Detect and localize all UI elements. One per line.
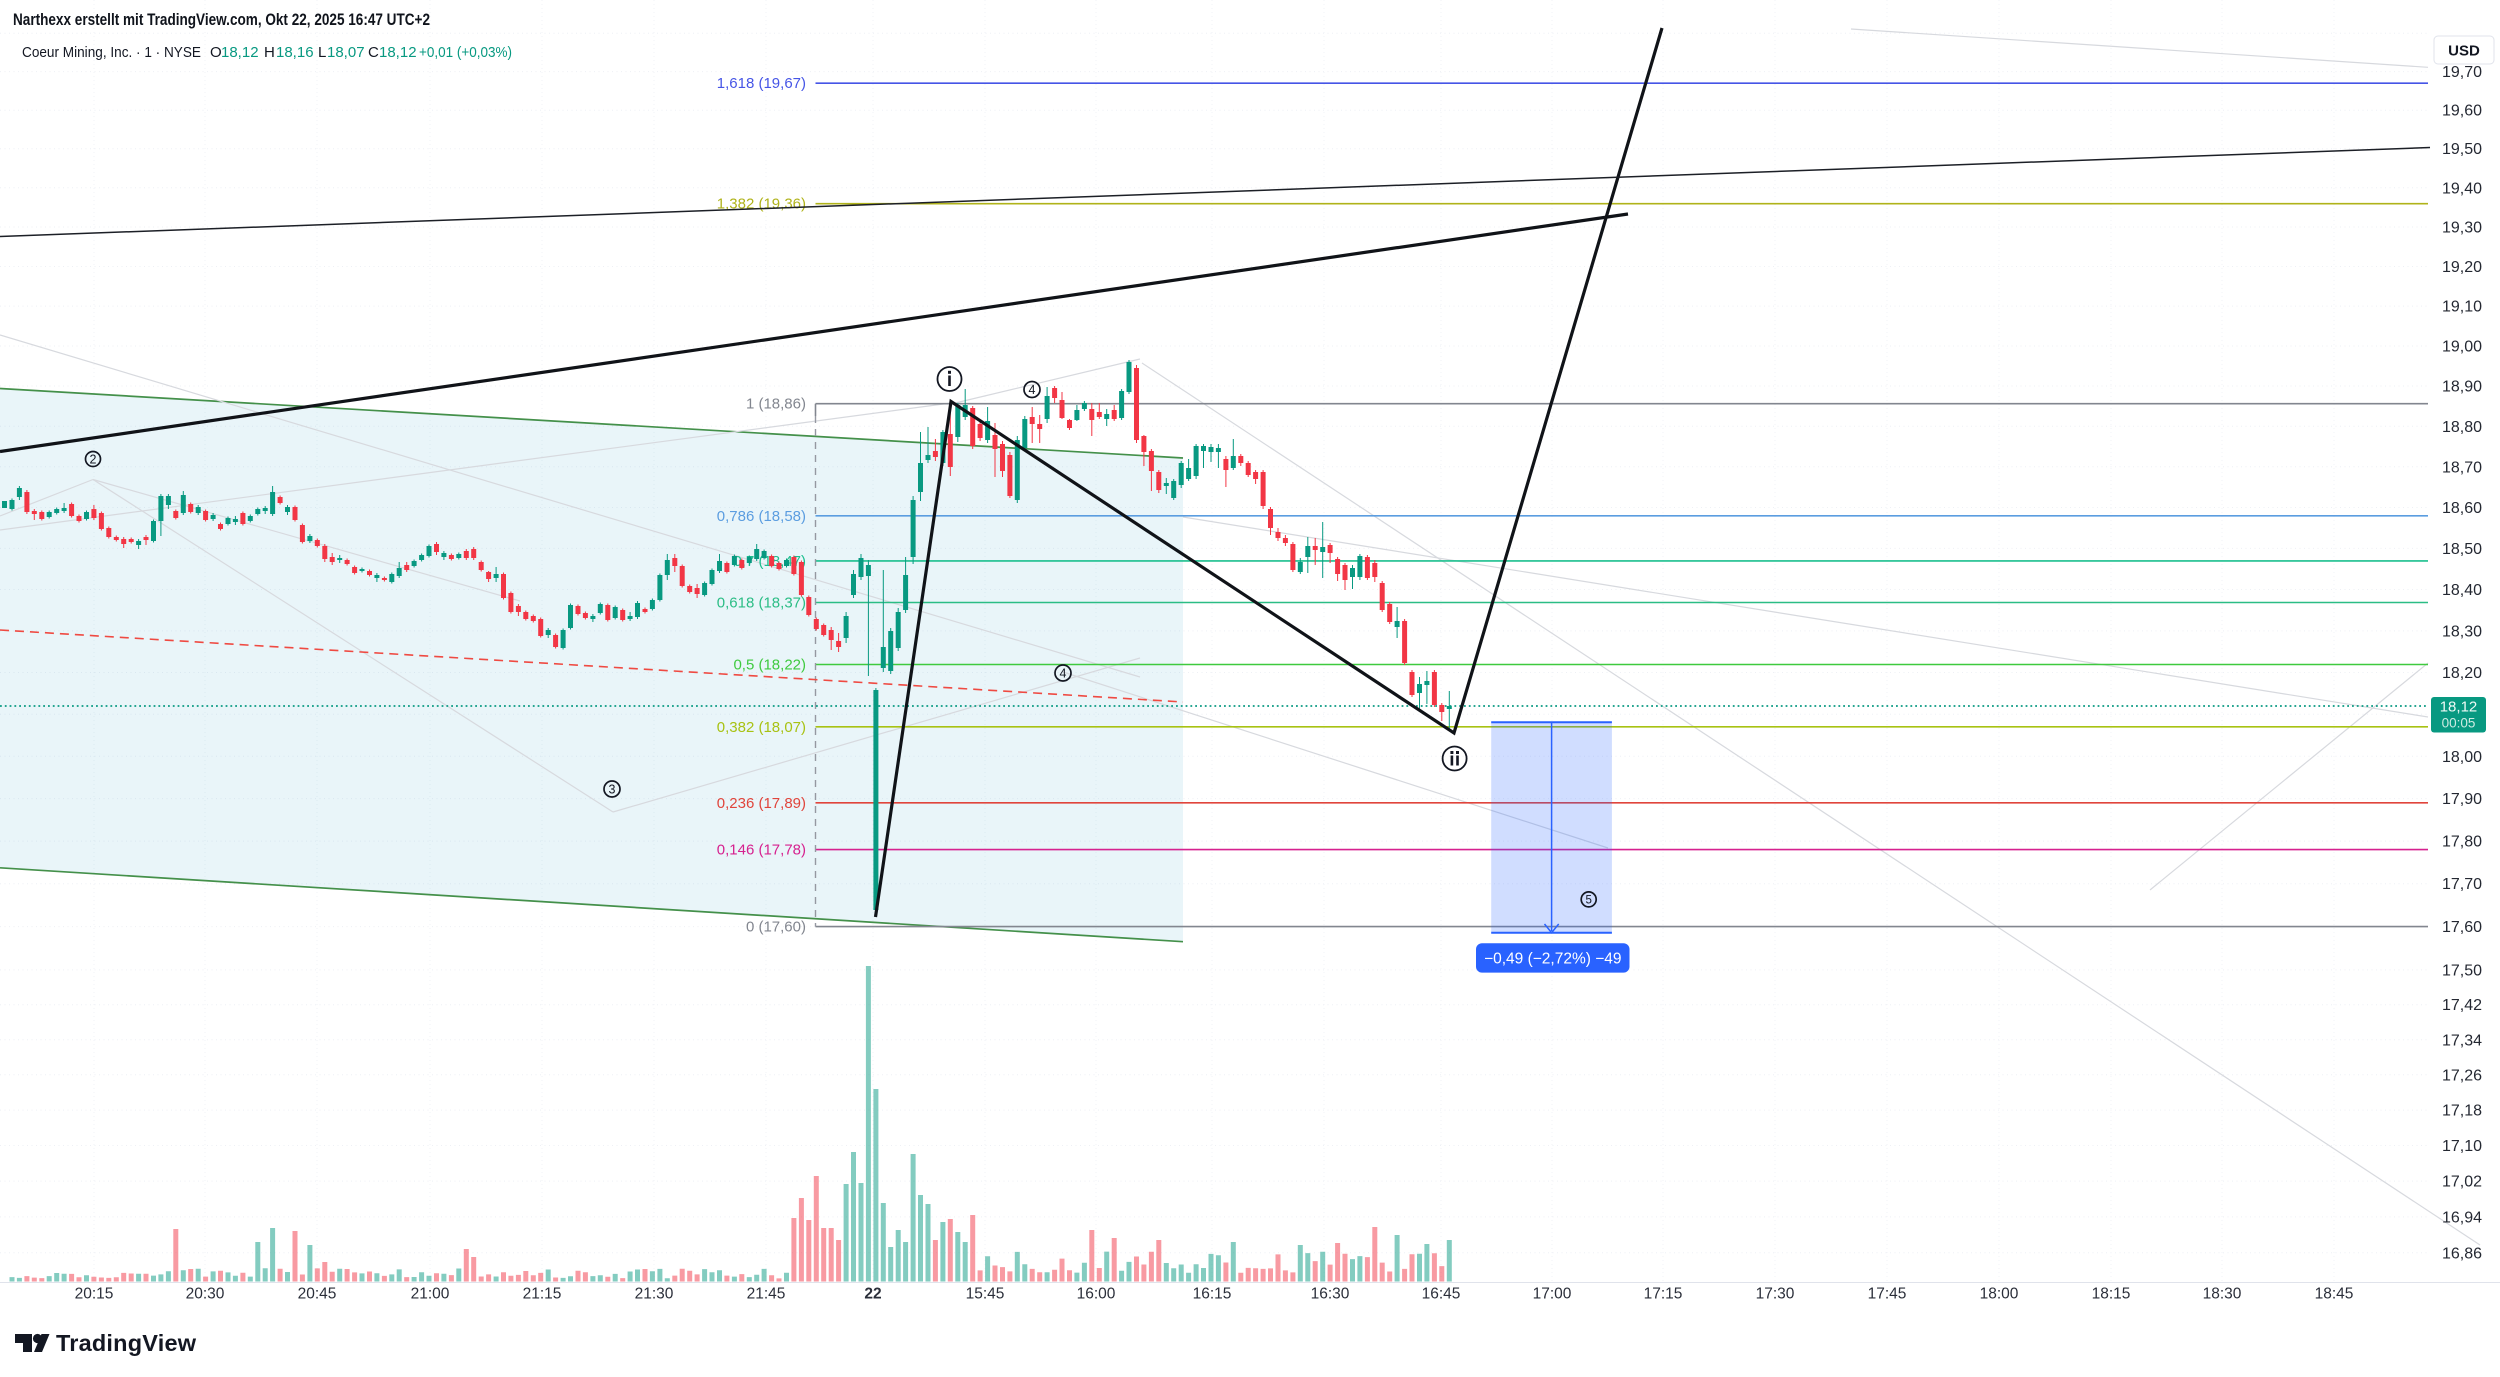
- svg-text:18:15: 18:15: [2092, 1286, 2131, 1303]
- svg-text:19,60: 19,60: [2442, 103, 2482, 120]
- svg-text:20:30: 20:30: [186, 1286, 225, 1303]
- svg-text:17,70: 17,70: [2442, 876, 2482, 893]
- svg-text:18,50: 18,50: [2442, 541, 2482, 558]
- svg-text:17,34: 17,34: [2442, 1032, 2482, 1049]
- svg-text:2: 2: [90, 453, 97, 467]
- svg-text:18,12: 18,12: [2440, 699, 2478, 716]
- svg-text:17,80: 17,80: [2442, 834, 2482, 851]
- svg-text:16,94: 16,94: [2442, 1209, 2482, 1226]
- svg-text:0,5 (18,22): 0,5 (18,22): [733, 657, 806, 674]
- svg-text:19,10: 19,10: [2442, 299, 2482, 316]
- svg-text:18:45: 18:45: [2315, 1286, 2354, 1303]
- svg-text:15:45: 15:45: [966, 1286, 1005, 1303]
- svg-text:0 (17,60): 0 (17,60): [746, 919, 806, 936]
- svg-text:19,20: 19,20: [2442, 259, 2482, 276]
- svg-text:−0,49 (−2,72%) −49: −0,49 (−2,72%) −49: [1484, 951, 1621, 968]
- svg-text:17:15: 17:15: [1644, 1286, 1683, 1303]
- svg-text:18,80: 18,80: [2442, 419, 2482, 436]
- svg-text:21:15: 21:15: [523, 1286, 562, 1303]
- svg-text:18:30: 18:30: [2203, 1286, 2242, 1303]
- svg-text:4: 4: [1029, 383, 1036, 397]
- svg-text:16:15: 16:15: [1193, 1286, 1232, 1303]
- svg-text:1,618 (19,67): 1,618 (19,67): [717, 75, 806, 92]
- svg-text:0,382 (18,07): 0,382 (18,07): [717, 719, 806, 736]
- svg-text:Narthexx erstellt mit TradingV: Narthexx erstellt mit TradingView.com, O…: [13, 10, 430, 29]
- svg-text:20:15: 20:15: [75, 1286, 114, 1303]
- svg-text:0,146 (17,78): 0,146 (17,78): [717, 842, 806, 859]
- svg-text:19,40: 19,40: [2442, 180, 2482, 197]
- svg-text:21:30: 21:30: [635, 1286, 674, 1303]
- svg-text:17,10: 17,10: [2442, 1138, 2482, 1155]
- svg-text:18,60: 18,60: [2442, 500, 2482, 517]
- svg-text:17:00: 17:00: [1533, 1286, 1572, 1303]
- svg-text:USD: USD: [2448, 43, 2480, 60]
- svg-text:17,26: 17,26: [2442, 1067, 2482, 1084]
- svg-text:16:45: 16:45: [1422, 1286, 1461, 1303]
- svg-text:22: 22: [864, 1286, 881, 1303]
- svg-text:18,00: 18,00: [2442, 749, 2482, 766]
- svg-text:20:45: 20:45: [298, 1286, 337, 1303]
- svg-text:TradingView: TradingView: [56, 1330, 197, 1356]
- svg-text:4: 4: [1060, 667, 1067, 681]
- svg-text:3: 3: [609, 783, 616, 797]
- svg-text:17,18: 17,18: [2442, 1103, 2482, 1120]
- svg-text:17,90: 17,90: [2442, 791, 2482, 808]
- svg-text:0,786 (18,58): 0,786 (18,58): [717, 508, 806, 525]
- svg-text:5: 5: [1585, 894, 1591, 906]
- svg-text:18,20: 18,20: [2442, 665, 2482, 682]
- svg-text:18,90: 18,90: [2442, 379, 2482, 396]
- svg-text:19,50: 19,50: [2442, 141, 2482, 158]
- svg-text:16,86: 16,86: [2442, 1245, 2482, 1262]
- svg-text:16:00: 16:00: [1077, 1286, 1116, 1303]
- svg-text:18,30: 18,30: [2442, 623, 2482, 640]
- svg-text:17,50: 17,50: [2442, 962, 2482, 979]
- svg-text:21:00: 21:00: [411, 1286, 450, 1303]
- svg-text:18,70: 18,70: [2442, 459, 2482, 476]
- svg-text:1 (18,86): 1 (18,86): [746, 396, 806, 413]
- svg-text:17:30: 17:30: [1756, 1286, 1795, 1303]
- svg-text:19,00: 19,00: [2442, 339, 2482, 356]
- svg-text:18:00: 18:00: [1980, 1286, 2019, 1303]
- svg-text:18,40: 18,40: [2442, 582, 2482, 599]
- svg-text:00:05: 00:05: [2442, 716, 2476, 731]
- svg-text:17:45: 17:45: [1868, 1286, 1907, 1303]
- svg-text:16:30: 16:30: [1311, 1286, 1350, 1303]
- svg-text:17,42: 17,42: [2442, 997, 2482, 1014]
- svg-text:0,618 (18,37): 0,618 (18,37): [717, 595, 806, 612]
- svg-text:21:45: 21:45: [747, 1286, 786, 1303]
- svg-text:0,236 (17,89): 0,236 (17,89): [717, 795, 806, 812]
- svg-text:19,70: 19,70: [2442, 64, 2482, 81]
- svg-text:19,30: 19,30: [2442, 220, 2482, 237]
- svg-text:17,60: 17,60: [2442, 919, 2482, 936]
- svg-text:17,02: 17,02: [2442, 1174, 2482, 1191]
